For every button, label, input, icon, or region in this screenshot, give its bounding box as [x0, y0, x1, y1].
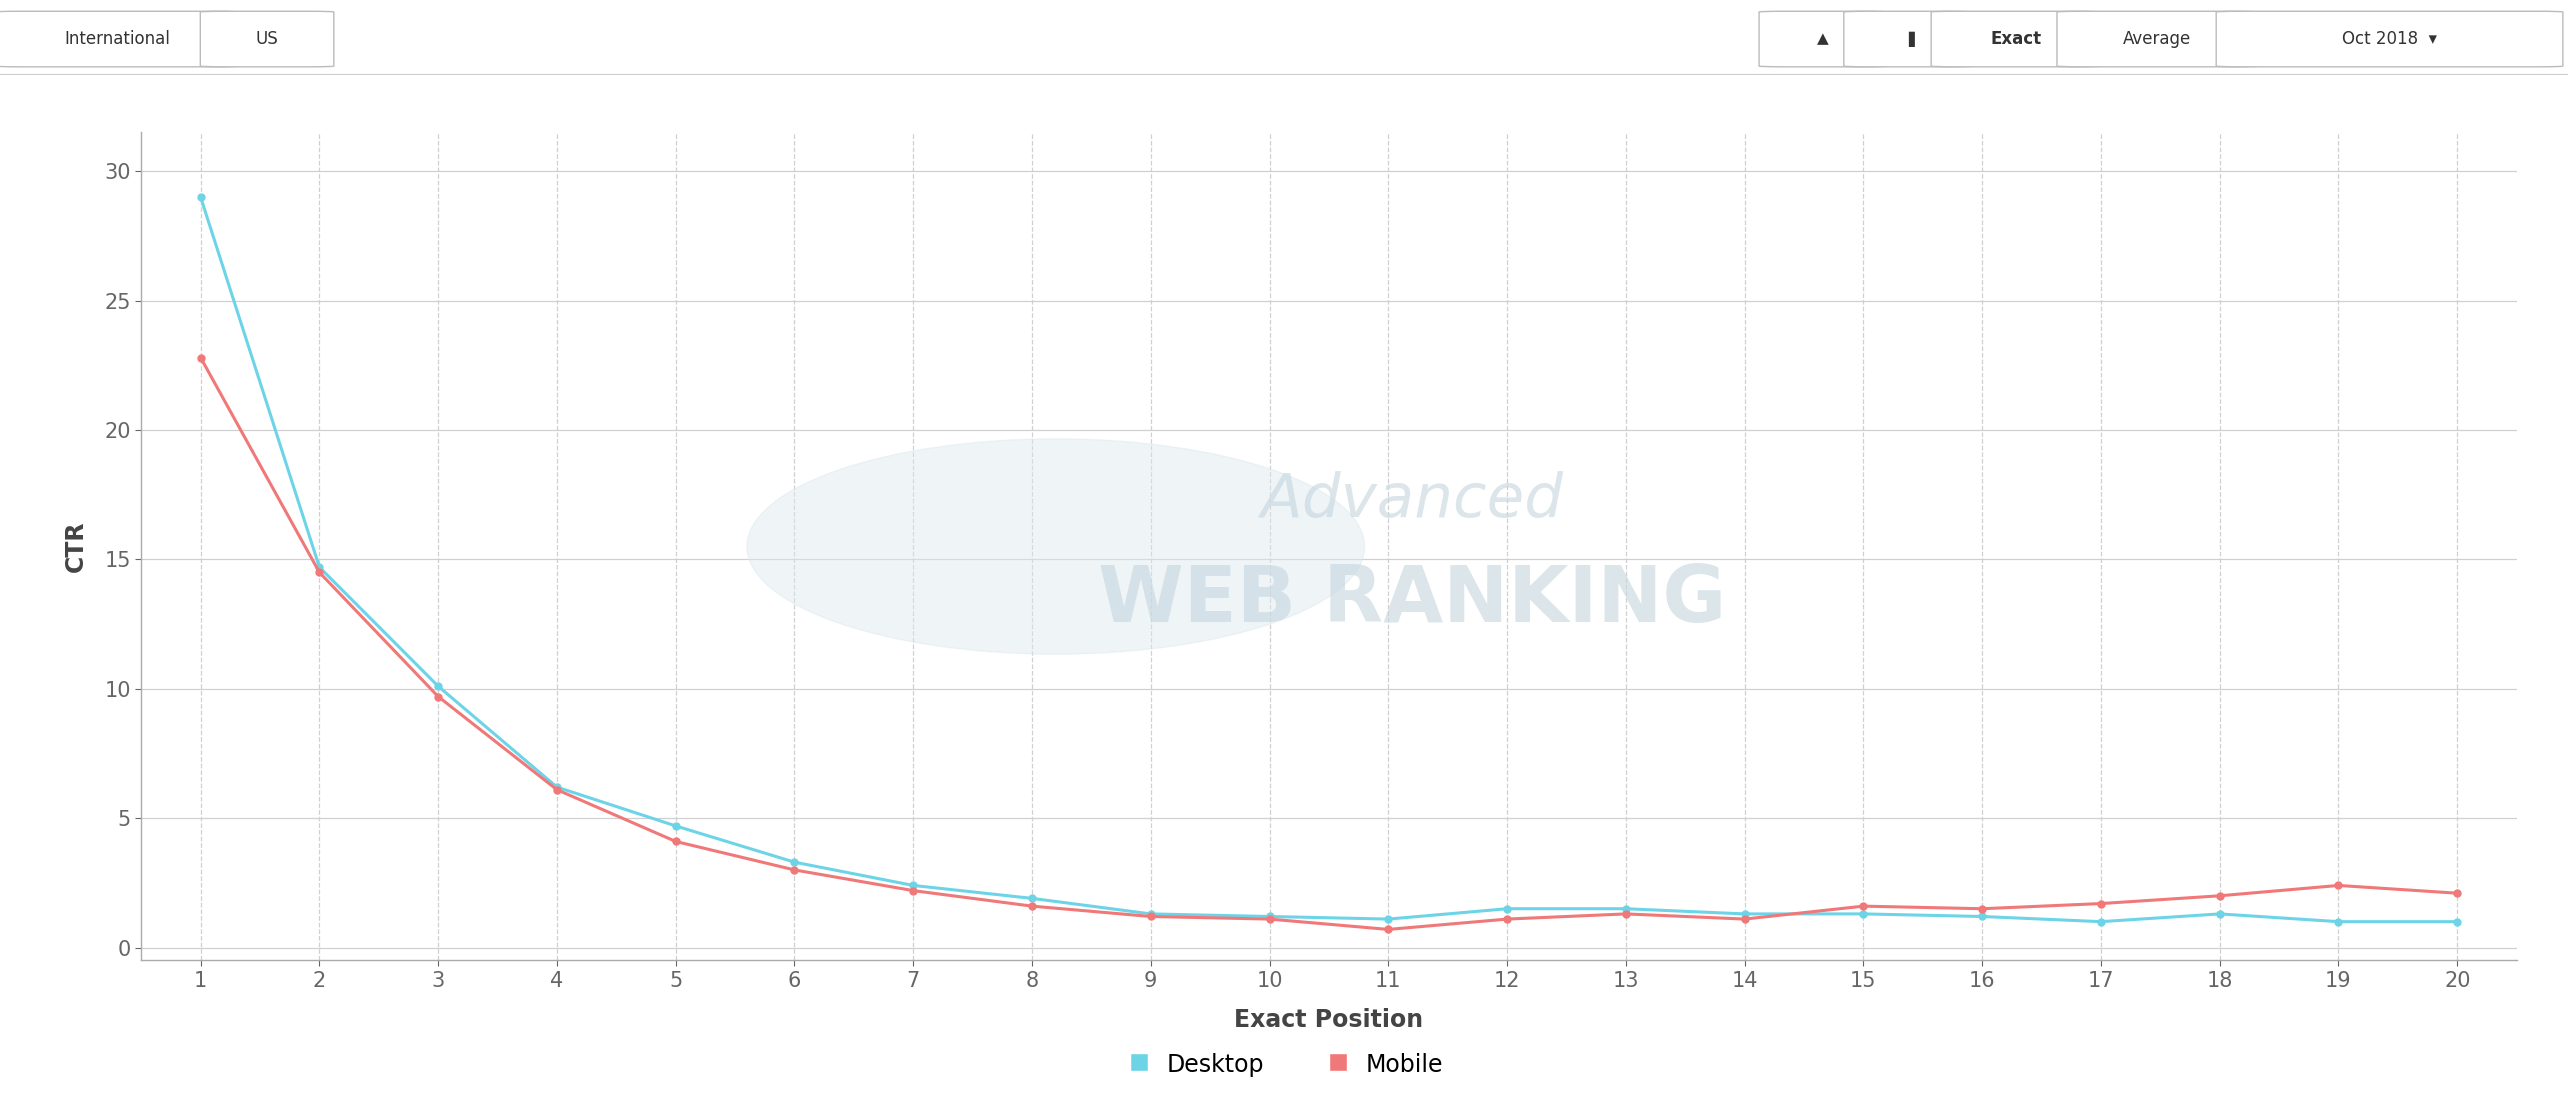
Text: ▲: ▲ [1818, 32, 1828, 46]
FancyBboxPatch shape [1931, 11, 2101, 67]
FancyBboxPatch shape [1844, 11, 1972, 67]
Text: US: US [257, 30, 277, 49]
FancyBboxPatch shape [2057, 11, 2257, 67]
X-axis label: Exact Position: Exact Position [1235, 1008, 1423, 1031]
Text: Advanced: Advanced [1261, 471, 1564, 530]
Text: Average: Average [2124, 30, 2191, 49]
FancyBboxPatch shape [1759, 11, 1887, 67]
Text: Oct 2018  ▾: Oct 2018 ▾ [2342, 30, 2437, 49]
FancyBboxPatch shape [200, 11, 334, 67]
Text: WEB RANKING: WEB RANKING [1099, 562, 1726, 638]
Text: Exact: Exact [1990, 30, 2042, 49]
Text: ▐: ▐ [1903, 31, 1913, 46]
Y-axis label: CTR: CTR [64, 521, 87, 572]
Legend: Desktop, Mobile: Desktop, Mobile [1115, 1042, 1453, 1086]
Text: International: International [64, 30, 169, 49]
FancyBboxPatch shape [2216, 11, 2563, 67]
Circle shape [747, 439, 1364, 654]
FancyBboxPatch shape [0, 11, 239, 67]
